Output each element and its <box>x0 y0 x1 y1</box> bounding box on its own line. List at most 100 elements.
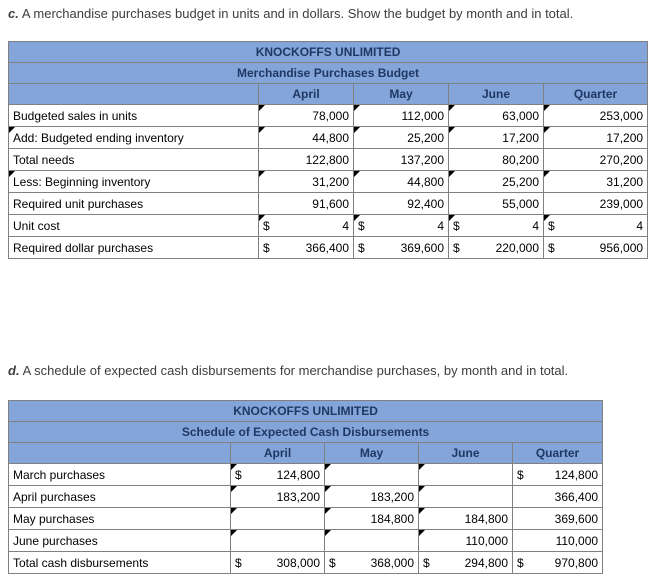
value-cell[interactable]: 253,000 <box>542 104 649 127</box>
currency-symbol: $ <box>329 555 336 570</box>
value-cell[interactable]: 17,200 <box>542 126 649 149</box>
cell-value: 184,800 <box>464 511 508 526</box>
value-cell[interactable]: $124,800 <box>230 463 325 486</box>
value-cell[interactable]: $369,600 <box>353 236 449 259</box>
table-row: May purchases 184,800 184,800 369,600 <box>8 507 604 530</box>
currency-symbol: $ <box>235 555 242 570</box>
table-title-row: KNOCKOFFS UNLIMITED <box>7 400 604 422</box>
value-cell[interactable]: 110,000 <box>511 529 604 552</box>
value-cell[interactable]: 25,200 <box>353 126 449 149</box>
row-label: Required unit purchases <box>8 192 259 215</box>
value-cell[interactable]: 366,400 <box>511 485 604 508</box>
row-label[interactable]: Less: Beginning inventory <box>8 170 259 193</box>
value-cell[interactable]: 31,200 <box>542 170 649 193</box>
cell-value: 369,600 <box>554 511 599 526</box>
value-cell[interactable] <box>324 529 419 552</box>
section-d-label: d. <box>8 363 20 378</box>
value-cell[interactable]: 78,000 <box>258 104 354 127</box>
value-cell[interactable]: $368,000 <box>324 551 419 574</box>
value-cell[interactable]: 25,200 <box>448 170 544 193</box>
value-cell[interactable]: $294,800 <box>418 551 513 574</box>
value-cell[interactable]: 44,800 <box>353 170 449 193</box>
value-cell[interactable]: 137,200 <box>353 148 449 171</box>
value-cell[interactable]: 369,600 <box>511 507 604 530</box>
table-row: April purchases 183,200 183,200 366,400 <box>8 485 604 508</box>
value-cell[interactable] <box>230 507 325 530</box>
value-cell[interactable]: $124,800 <box>511 463 604 486</box>
row-label: May purchases <box>8 507 231 530</box>
value-cell[interactable]: 239,000 <box>542 192 649 215</box>
table-title: KNOCKOFFS UNLIMITED <box>7 41 649 63</box>
cell-value: 183,200 <box>370 489 414 504</box>
value-cell[interactable] <box>230 529 325 552</box>
currency-symbol: $ <box>517 467 524 482</box>
cell-value: 44,800 <box>312 130 349 145</box>
table-row: June purchases 110,000 110,000 <box>8 529 604 552</box>
section-d-caption: d. A schedule of expected cash disburseme… <box>8 363 647 378</box>
column-header-stub <box>8 83 259 105</box>
value-cell[interactable]: 17,200 <box>448 126 544 149</box>
value-cell[interactable]: $4 <box>353 214 449 237</box>
currency-symbol: $ <box>548 240 555 255</box>
currency-symbol: $ <box>453 240 460 255</box>
section-d-text: A schedule of expected cash disbursement… <box>22 363 569 378</box>
cell-value: 44,800 <box>407 174 444 189</box>
value-cell[interactable]: $970,800 <box>511 551 604 574</box>
value-cell[interactable]: 183,200 <box>230 485 325 508</box>
cell-value: 183,200 <box>276 489 320 504</box>
value-cell[interactable]: $308,000 <box>230 551 325 574</box>
value-cell[interactable]: $366,400 <box>258 236 354 259</box>
row-label: Total needs <box>8 148 259 171</box>
cell-value: 137,200 <box>400 152 444 167</box>
value-cell[interactable]: 184,800 <box>324 507 419 530</box>
value-cell[interactable]: 122,800 <box>258 148 354 171</box>
cell-value: 4 <box>532 218 539 233</box>
cell-value: 956,000 <box>599 240 644 255</box>
cell-value: 4 <box>342 218 349 233</box>
table-row: Total needs 122,800 137,200 80,200 270,2… <box>8 148 649 171</box>
value-cell[interactable] <box>418 485 513 508</box>
table-row: Required unit purchases 91,600 92,400 55… <box>8 192 649 215</box>
value-cell[interactable]: 92,400 <box>353 192 449 215</box>
cell-value: 17,200 <box>606 130 644 145</box>
value-cell[interactable]: 110,000 <box>418 529 513 552</box>
currency-symbol: $ <box>453 218 460 233</box>
value-cell[interactable]: 31,200 <box>258 170 354 193</box>
currency-symbol: $ <box>358 218 365 233</box>
value-cell[interactable]: $4 <box>542 214 649 237</box>
value-cell[interactable]: 112,000 <box>353 104 449 127</box>
row-label[interactable]: Add: Budgeted ending inventory <box>8 126 259 149</box>
table-row: March purchases $124,800 $124,800 <box>8 463 604 486</box>
value-cell[interactable]: 63,000 <box>448 104 544 127</box>
table-row: Total cash disbursements $308,000 $368,0… <box>8 551 604 574</box>
value-cell[interactable]: $956,000 <box>542 236 649 259</box>
value-cell[interactable]: 270,200 <box>542 148 649 171</box>
table-row: Less: Beginning inventory 31,200 44,800 … <box>8 170 649 193</box>
value-cell[interactable] <box>324 463 419 486</box>
value-cell[interactable]: 91,600 <box>258 192 354 215</box>
cell-value: 368,000 <box>370 555 414 570</box>
cell-value: 124,800 <box>554 467 599 482</box>
value-cell[interactable]: 184,800 <box>418 507 513 530</box>
column-header-row: April May June Quarter <box>8 442 604 464</box>
column-header-june: June <box>418 442 513 464</box>
value-cell[interactable]: $4 <box>258 214 354 237</box>
table-title: KNOCKOFFS UNLIMITED <box>7 400 604 422</box>
section-c-label: c. <box>8 6 19 21</box>
value-cell[interactable]: 55,000 <box>448 192 544 215</box>
value-cell[interactable]: 44,800 <box>258 126 354 149</box>
row-label: April purchases <box>8 485 231 508</box>
currency-symbol: $ <box>263 240 270 255</box>
table-row: Add: Budgeted ending inventory 44,800 25… <box>8 126 649 149</box>
cell-value: 122,800 <box>305 152 349 167</box>
value-cell[interactable]: $220,000 <box>448 236 544 259</box>
cell-value: 17,200 <box>502 130 539 145</box>
value-cell[interactable]: $4 <box>448 214 544 237</box>
value-cell[interactable]: 80,200 <box>448 148 544 171</box>
column-header-quarter: Quarter <box>542 83 649 105</box>
value-cell[interactable] <box>418 463 513 486</box>
value-cell[interactable]: 183,200 <box>324 485 419 508</box>
column-header-may: May <box>353 83 449 105</box>
cell-value: 63,000 <box>502 108 539 123</box>
section-c-text: A merchandise purchases budget in units … <box>21 6 574 21</box>
